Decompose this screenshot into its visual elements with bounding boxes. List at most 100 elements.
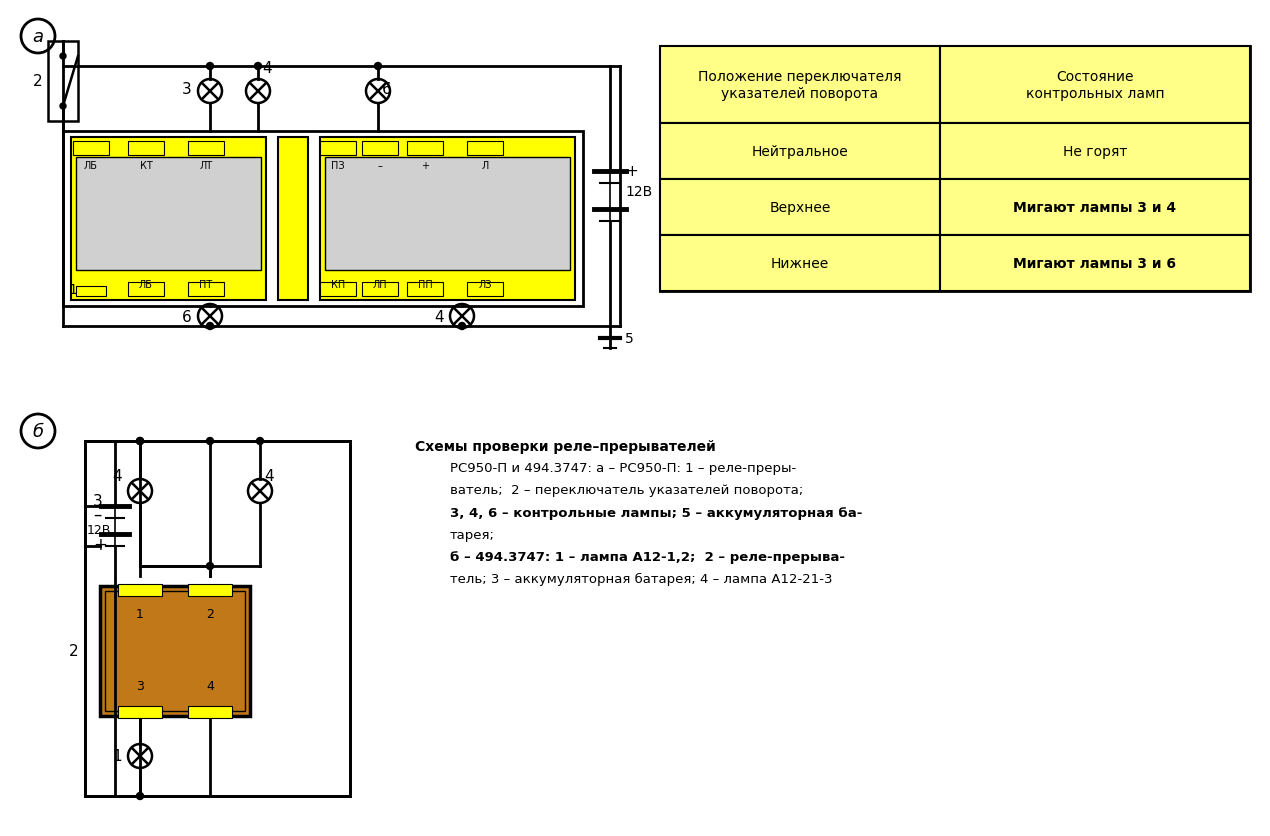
Bar — [188, 706, 232, 718]
Text: КТ: КТ — [140, 161, 152, 171]
Text: 4: 4 — [206, 680, 213, 693]
Circle shape — [458, 323, 466, 330]
Text: 4: 4 — [262, 61, 272, 76]
Text: 3, 4, 6 – контрольные лампы; 5 – аккумуляторная ба-: 3, 4, 6 – контрольные лампы; 5 – аккумул… — [450, 506, 862, 519]
Text: 4: 4 — [434, 309, 444, 324]
Bar — [76, 287, 105, 297]
Bar — [325, 158, 570, 271]
Text: 2: 2 — [206, 608, 213, 621]
Text: 12В: 12В — [625, 185, 653, 199]
Text: 3: 3 — [136, 680, 144, 693]
Text: 4: 4 — [112, 469, 122, 484]
Text: 1: 1 — [69, 283, 77, 297]
Text: +: + — [625, 165, 638, 179]
Bar — [105, 591, 245, 711]
Text: ватель;  2 – переключатель указателей поворота;: ватель; 2 – переключатель указателей пов… — [450, 484, 803, 497]
Bar — [128, 283, 164, 297]
Text: ЛБ: ЛБ — [138, 280, 152, 289]
Bar — [362, 283, 398, 297]
Text: Схемы проверки реле–прерывателей: Схемы проверки реле–прерывателей — [414, 440, 715, 453]
Text: ПЗ: ПЗ — [331, 161, 345, 171]
Bar — [467, 142, 503, 155]
Text: 1: 1 — [136, 608, 144, 621]
Bar — [660, 47, 940, 124]
Text: ЛБ: ЛБ — [84, 161, 98, 171]
Bar — [76, 158, 262, 271]
Text: 4: 4 — [264, 469, 273, 484]
Circle shape — [254, 64, 262, 70]
Text: –: – — [93, 506, 102, 523]
Bar — [467, 283, 503, 297]
Text: 2: 2 — [69, 644, 77, 659]
Text: Нейтральное: Нейтральное — [752, 145, 848, 159]
Circle shape — [207, 323, 213, 330]
Text: Не горят: Не горят — [1063, 145, 1128, 159]
Text: тарея;: тарея; — [450, 528, 495, 541]
Bar — [64, 132, 583, 307]
Bar — [71, 138, 265, 301]
Text: тель; 3 – аккумуляторная батарея; 4 – лампа А12-21-3: тель; 3 – аккумуляторная батарея; 4 – ла… — [450, 572, 833, 585]
Text: Мигают лампы 3 и 4: Мигают лампы 3 и 4 — [1013, 201, 1176, 215]
Bar — [188, 142, 224, 155]
Bar — [100, 586, 250, 716]
Text: 1: 1 — [112, 748, 122, 763]
Bar — [118, 584, 163, 596]
Bar — [940, 236, 1250, 292]
Text: 6: 6 — [183, 309, 192, 324]
Bar — [940, 124, 1250, 180]
Circle shape — [60, 54, 66, 60]
Bar — [188, 283, 224, 297]
Text: 12В: 12В — [88, 522, 112, 536]
Text: ЛП: ЛП — [372, 280, 387, 289]
Circle shape — [375, 64, 381, 70]
Bar — [320, 142, 356, 155]
Bar — [85, 441, 351, 796]
Text: 2: 2 — [33, 74, 43, 89]
Circle shape — [60, 104, 66, 110]
Text: ПТ: ПТ — [199, 280, 212, 289]
Bar — [362, 142, 398, 155]
Bar — [940, 180, 1250, 236]
Text: ЛТ: ЛТ — [199, 161, 212, 171]
Bar — [72, 142, 109, 155]
Bar — [118, 706, 163, 718]
Text: 6: 6 — [382, 83, 391, 97]
Text: Состояние
контрольных ламп: Состояние контрольных ламп — [1026, 70, 1165, 100]
Text: 3: 3 — [183, 83, 192, 97]
Text: Верхнее: Верхнее — [770, 201, 831, 215]
Text: Положение переключателя
указателей поворота: Положение переключателя указателей повор… — [698, 70, 902, 100]
Text: 5: 5 — [625, 332, 634, 345]
Circle shape — [207, 563, 213, 570]
Bar — [406, 283, 443, 297]
Bar — [128, 142, 164, 155]
Text: РС950-П и 494.3747: а – РС950-П: 1 – реле-преры-: РС950-П и 494.3747: а – РС950-П: 1 – рел… — [450, 462, 796, 475]
Text: +: + — [420, 161, 429, 171]
Circle shape — [136, 438, 144, 445]
Text: 3: 3 — [93, 494, 103, 509]
Bar — [660, 180, 940, 236]
Circle shape — [257, 438, 263, 445]
Text: б: б — [33, 422, 43, 441]
Text: ПП: ПП — [418, 280, 432, 289]
Bar — [320, 283, 356, 297]
Text: ЛЗ: ЛЗ — [479, 280, 491, 289]
Text: Л: Л — [481, 161, 489, 171]
Text: Мигают лампы 3 и 6: Мигают лампы 3 и 6 — [1013, 257, 1176, 271]
Text: Нижнее: Нижнее — [771, 257, 829, 271]
Bar — [406, 142, 443, 155]
Circle shape — [136, 793, 144, 799]
Bar — [48, 42, 77, 122]
Text: +: + — [93, 535, 107, 553]
Bar — [660, 47, 1250, 292]
Text: КП: КП — [331, 280, 345, 289]
Bar — [278, 138, 309, 301]
Circle shape — [207, 438, 213, 445]
Bar — [188, 584, 232, 596]
Circle shape — [136, 438, 144, 445]
Bar — [320, 138, 575, 301]
Bar — [940, 47, 1250, 124]
Bar — [660, 236, 940, 292]
Circle shape — [207, 64, 213, 70]
Bar — [660, 124, 940, 180]
Text: б – 494.3747: 1 – лампа А12-1,2;  2 – реле-прерыва-: б – 494.3747: 1 – лампа А12-1,2; 2 – рел… — [450, 550, 845, 563]
